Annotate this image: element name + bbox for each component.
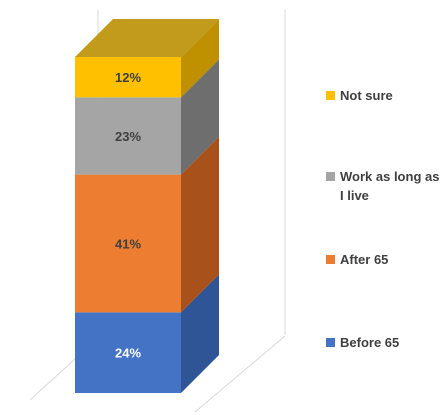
- data-label-after-65: 41%: [115, 236, 141, 251]
- bar-segment-before-65: [75, 312, 181, 393]
- data-label-before-65: 24%: [115, 346, 141, 361]
- chart-legend: Not sure Work as long as I live After 65…: [326, 0, 440, 415]
- legend-swatch-not-sure: [326, 91, 335, 100]
- bar-side-before-65: [181, 274, 219, 393]
- legend-item-not-sure: Not sure: [326, 86, 440, 105]
- legend-swatch-before-65: [326, 338, 335, 347]
- legend-label-not-sure: Not sure: [340, 88, 393, 103]
- legend-swatch-work-as-long-as-i-live: [326, 172, 335, 181]
- legend-item-before-65: Before 65: [326, 333, 440, 352]
- legend-label-after-65: After 65: [340, 252, 389, 267]
- bar-side-work-as-long-as-i-live: [181, 59, 219, 175]
- bar-side-after-65: [181, 136, 219, 313]
- chart-data-labels: 24% 41% 23% 12%: [115, 70, 141, 361]
- legend-label-before-65: Before 65: [340, 335, 400, 350]
- bar-top-not-sure: [75, 19, 219, 57]
- bar-side-not-sure: [181, 19, 219, 98]
- floor-right-edge: [194, 335, 286, 413]
- legend-swatch-after-65: [326, 255, 335, 264]
- data-label-work-as-long-as-i-live: 23%: [115, 129, 141, 144]
- legend-label-work-as-long-as-i-live: Work as long as I live: [340, 169, 440, 203]
- data-label-not-sure: 12%: [115, 70, 141, 85]
- bar-segment-after-65: [75, 174, 181, 313]
- bar-segment-not-sure: [75, 57, 181, 98]
- chart-bars: [75, 19, 219, 393]
- legend-item-after-65: After 65: [326, 250, 440, 269]
- bar-segment-work-as-long-as-i-live: [75, 97, 181, 175]
- legend-item-work-as-long-as-i-live: Work as long as I live: [326, 167, 440, 205]
